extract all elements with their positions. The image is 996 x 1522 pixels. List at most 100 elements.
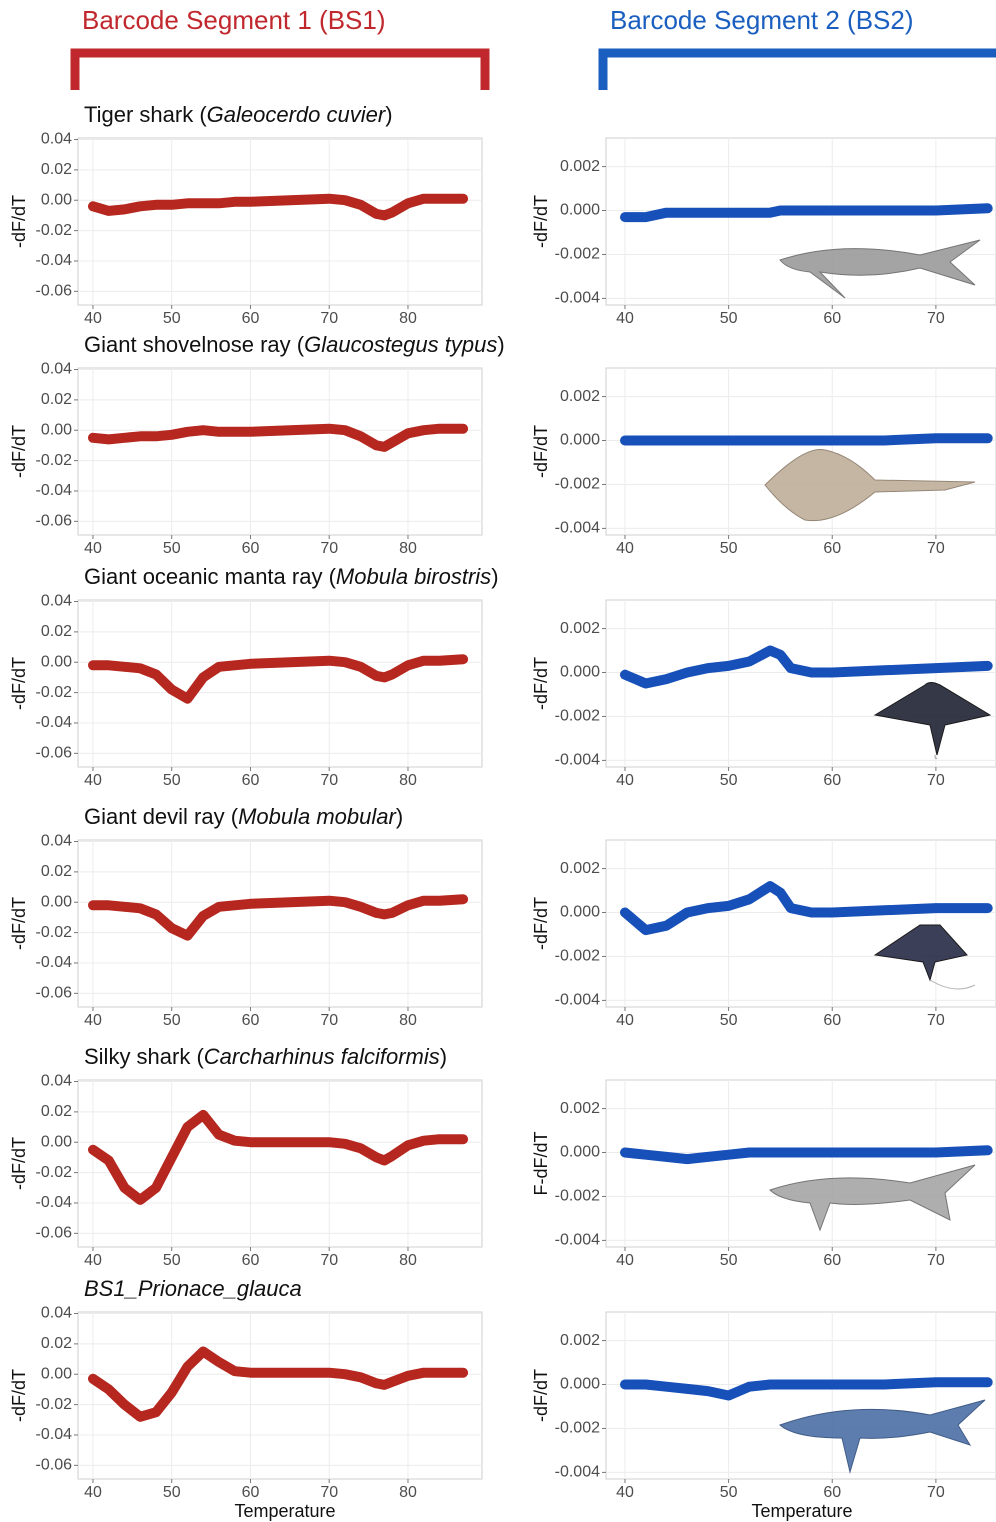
- y-tick-label: 0.04: [41, 131, 72, 148]
- x-tick-label: 70: [320, 1252, 338, 1269]
- y-tick-label: 0.04: [41, 593, 72, 610]
- bracket: [603, 53, 996, 90]
- x-tick-label: 40: [84, 1252, 102, 1269]
- y-tick-label: 0.002: [560, 388, 600, 405]
- x-tick-label: 50: [720, 310, 738, 327]
- y-tick-label: -0.004: [555, 992, 600, 1009]
- plot-area: [78, 600, 482, 767]
- y-tick-label: 0.02: [41, 623, 72, 640]
- x-tick-label: 70: [320, 772, 338, 789]
- title-part: Giant devil ray (: [84, 804, 239, 829]
- panel: Giant oceanic manta ray (Mobula birostri…: [9, 564, 499, 789]
- segment-title: Barcode Segment 1 (BS1): [82, 5, 386, 35]
- title-part: ): [497, 332, 504, 357]
- x-tick-label: 80: [399, 1012, 417, 1029]
- y-tick-label: -0.004: [555, 1232, 600, 1249]
- y-tick-label: 0.000: [560, 1144, 600, 1161]
- x-tick-label: 50: [720, 1484, 738, 1501]
- x-tick-label: 40: [616, 310, 634, 327]
- panel-title: BS1_Prionace_glauca: [84, 1276, 302, 1301]
- y-tick-label: 0.00: [41, 653, 72, 670]
- y-tick-label: -0.002: [555, 476, 600, 493]
- y-tick-label: 0.04: [41, 361, 72, 378]
- x-tick-label: 40: [84, 310, 102, 327]
- title-part: Tiger shark (: [84, 102, 207, 127]
- y-tick-label: 0.002: [560, 620, 600, 637]
- y-tick-label: 0.02: [41, 161, 72, 178]
- y-axis-label: -dF/dT: [531, 897, 551, 950]
- plot-area: [78, 138, 482, 305]
- y-tick-label: -0.002: [555, 948, 600, 965]
- x-tick-label: 40: [84, 1012, 102, 1029]
- y-tick-label: 0.00: [41, 1365, 72, 1382]
- x-tick-label: 70: [320, 1012, 338, 1029]
- x-tick-label: 40: [616, 1252, 634, 1269]
- x-tick-label: 60: [242, 1484, 260, 1501]
- y-tick-label: -0.04: [36, 954, 73, 971]
- x-tick-label: 80: [399, 310, 417, 327]
- y-tick-label: 0.002: [560, 860, 600, 877]
- y-axis-label: -dF/dT: [9, 195, 29, 248]
- x-tick-label: 60: [242, 540, 260, 557]
- x-tick-label: 50: [720, 1012, 738, 1029]
- x-axis-label: Temperature: [234, 1501, 335, 1521]
- y-tick-label: 0.000: [560, 904, 600, 921]
- x-tick-label: 60: [823, 1484, 841, 1501]
- title-part: Giant shovelnose ray (: [84, 332, 305, 357]
- y-tick-label: 0.000: [560, 664, 600, 681]
- y-tick-label: 0.04: [41, 833, 72, 850]
- y-tick-label: -0.004: [555, 752, 600, 769]
- x-tick-label: 40: [616, 1012, 634, 1029]
- x-tick-label: 70: [927, 1252, 945, 1269]
- y-tick-label: -0.06: [36, 283, 73, 300]
- y-axis-label: -dF/dT: [531, 195, 551, 248]
- title-part: Galeocerdo cuvier: [207, 102, 387, 127]
- y-tick-label: -0.04: [36, 714, 73, 731]
- y-tick-label: 0.000: [560, 432, 600, 449]
- x-tick-label: 50: [163, 310, 181, 327]
- title-part: ): [396, 804, 403, 829]
- x-axis-label: Temperature: [751, 1501, 852, 1521]
- plot-area: [606, 1080, 996, 1247]
- y-tick-label: -0.02: [36, 1164, 73, 1181]
- y-tick-label: 0.002: [560, 1332, 600, 1349]
- y-tick-label: 0.02: [41, 1335, 72, 1352]
- plot-area: [78, 1312, 482, 1479]
- x-tick-label: 60: [823, 310, 841, 327]
- y-tick-label: 0.02: [41, 391, 72, 408]
- y-axis-label: -dF/dT: [531, 657, 551, 710]
- y-tick-label: 0.04: [41, 1073, 72, 1090]
- x-tick-label: 60: [823, 540, 841, 557]
- y-tick-label: 0.00: [41, 421, 72, 438]
- melt-curve: [625, 438, 988, 440]
- x-tick-label: 80: [399, 772, 417, 789]
- x-tick-label: 50: [720, 1252, 738, 1269]
- title-part: BS1_Prionace_glauca: [84, 1276, 302, 1301]
- x-tick-label: 40: [616, 540, 634, 557]
- x-tick-label: 50: [163, 1012, 181, 1029]
- panel: Tiger shark (Galeocerdo cuvier)0.040.020…: [9, 102, 482, 327]
- y-tick-label: 0.02: [41, 1103, 72, 1120]
- y-tick-label: 0.002: [560, 1100, 600, 1117]
- plot-area: [606, 1312, 996, 1479]
- y-tick-label: -0.002: [555, 1188, 600, 1205]
- y-tick-label: -0.004: [555, 1464, 600, 1481]
- y-tick-label: -0.004: [555, 290, 600, 307]
- panel-title: Tiger shark (Galeocerdo cuvier): [84, 102, 393, 127]
- y-tick-label: -0.04: [36, 482, 73, 499]
- plot-area: [606, 138, 996, 305]
- y-tick-label: 0.04: [41, 1305, 72, 1322]
- x-tick-label: 40: [84, 540, 102, 557]
- x-tick-label: 70: [320, 1484, 338, 1501]
- title-part: ): [440, 1044, 447, 1069]
- plot-area: [78, 1080, 482, 1247]
- x-tick-label: 50: [163, 1252, 181, 1269]
- title-part: Glaucostegus typus: [304, 332, 497, 357]
- panel: BS1_Prionace_glauca0.040.020.00-0.02-0.0…: [9, 1276, 482, 1521]
- panel: Giant shovelnose ray (Glaucostegus typus…: [9, 332, 505, 557]
- y-tick-label: -0.004: [555, 520, 600, 537]
- y-axis-label: -dF/dT: [9, 897, 29, 950]
- y-tick-label: -0.02: [36, 452, 73, 469]
